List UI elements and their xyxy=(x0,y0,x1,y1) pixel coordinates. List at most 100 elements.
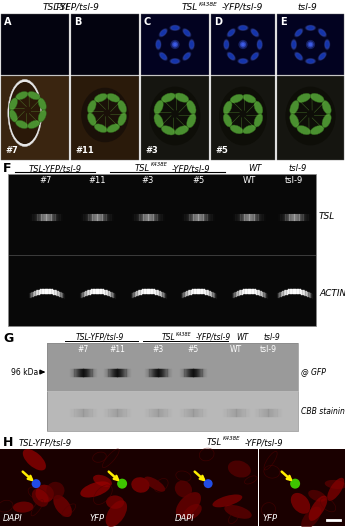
Bar xyxy=(8,174,316,326)
Ellipse shape xyxy=(238,25,248,31)
Text: TSL: TSL xyxy=(319,212,335,221)
Text: @ GFP: @ GFP xyxy=(301,367,326,376)
Text: WT: WT xyxy=(236,333,248,342)
Ellipse shape xyxy=(183,504,202,520)
Text: #5: #5 xyxy=(187,345,199,354)
Text: K438E: K438E xyxy=(151,162,168,168)
Ellipse shape xyxy=(184,54,189,59)
Ellipse shape xyxy=(327,478,344,501)
Circle shape xyxy=(32,479,41,488)
Bar xyxy=(259,449,345,526)
Ellipse shape xyxy=(161,126,175,135)
Ellipse shape xyxy=(149,86,200,145)
Ellipse shape xyxy=(318,28,327,37)
Ellipse shape xyxy=(159,52,168,61)
Ellipse shape xyxy=(223,39,229,50)
Circle shape xyxy=(172,42,178,47)
Ellipse shape xyxy=(182,28,191,37)
Ellipse shape xyxy=(160,30,167,36)
Ellipse shape xyxy=(106,500,127,527)
Ellipse shape xyxy=(159,29,167,37)
Ellipse shape xyxy=(325,41,329,48)
Circle shape xyxy=(170,40,180,49)
Ellipse shape xyxy=(118,100,127,113)
Circle shape xyxy=(241,43,245,46)
Ellipse shape xyxy=(184,53,190,60)
Text: D: D xyxy=(214,17,222,27)
Ellipse shape xyxy=(251,52,259,60)
Ellipse shape xyxy=(159,28,168,37)
Ellipse shape xyxy=(295,52,303,60)
Ellipse shape xyxy=(183,52,191,60)
Ellipse shape xyxy=(319,53,326,60)
Ellipse shape xyxy=(296,54,301,59)
Ellipse shape xyxy=(228,30,235,36)
Text: K438E: K438E xyxy=(199,3,218,7)
Ellipse shape xyxy=(28,120,40,129)
Ellipse shape xyxy=(23,449,46,471)
Ellipse shape xyxy=(322,114,331,128)
Ellipse shape xyxy=(250,52,259,61)
Ellipse shape xyxy=(224,505,252,519)
Ellipse shape xyxy=(254,114,263,127)
Ellipse shape xyxy=(290,101,299,114)
Text: TSL: TSL xyxy=(55,3,71,12)
Ellipse shape xyxy=(170,58,180,64)
Ellipse shape xyxy=(172,26,178,30)
Ellipse shape xyxy=(318,52,327,61)
Ellipse shape xyxy=(213,494,242,508)
Ellipse shape xyxy=(297,93,311,102)
Ellipse shape xyxy=(225,41,228,47)
Ellipse shape xyxy=(290,114,299,128)
Ellipse shape xyxy=(155,39,161,50)
Ellipse shape xyxy=(295,30,302,36)
Circle shape xyxy=(306,40,315,49)
Ellipse shape xyxy=(171,59,179,63)
Ellipse shape xyxy=(161,54,166,59)
Text: E: E xyxy=(280,17,287,27)
Ellipse shape xyxy=(228,461,251,477)
Ellipse shape xyxy=(183,29,191,37)
Text: #5: #5 xyxy=(215,146,228,155)
Ellipse shape xyxy=(324,39,331,50)
Ellipse shape xyxy=(229,30,234,35)
Ellipse shape xyxy=(285,86,336,145)
Circle shape xyxy=(117,479,127,489)
Text: #7: #7 xyxy=(77,345,89,354)
Text: WT: WT xyxy=(243,176,256,185)
Ellipse shape xyxy=(160,53,167,60)
Text: #3: #3 xyxy=(152,345,164,354)
Ellipse shape xyxy=(171,26,179,30)
Ellipse shape xyxy=(38,110,46,122)
Text: TSL-YFP/tsl-9: TSL-YFP/tsl-9 xyxy=(76,333,124,342)
Ellipse shape xyxy=(9,98,18,110)
Ellipse shape xyxy=(258,41,262,47)
Text: TSL-YFP/tsl-9: TSL-YFP/tsl-9 xyxy=(42,3,99,12)
Ellipse shape xyxy=(307,60,314,63)
Text: TSL: TSL xyxy=(182,3,198,12)
Ellipse shape xyxy=(93,475,112,487)
Bar xyxy=(47,391,298,431)
Ellipse shape xyxy=(16,92,28,100)
Ellipse shape xyxy=(189,40,194,50)
Ellipse shape xyxy=(252,30,257,35)
Ellipse shape xyxy=(190,41,194,47)
Bar xyxy=(71,76,139,160)
Bar xyxy=(211,76,275,160)
Text: YFP: YFP xyxy=(89,514,104,523)
Text: #3: #3 xyxy=(142,176,154,185)
Ellipse shape xyxy=(184,30,189,35)
Bar xyxy=(47,343,298,391)
Text: H: H xyxy=(3,436,13,449)
Circle shape xyxy=(309,43,312,46)
Text: 96 kDa: 96 kDa xyxy=(11,367,38,376)
Ellipse shape xyxy=(252,53,258,60)
Ellipse shape xyxy=(227,28,236,37)
Ellipse shape xyxy=(310,93,324,102)
Text: TSL: TSL xyxy=(207,438,222,447)
Bar xyxy=(47,343,298,431)
Text: #5: #5 xyxy=(192,176,204,185)
Ellipse shape xyxy=(161,93,175,102)
Ellipse shape xyxy=(318,29,326,37)
Ellipse shape xyxy=(306,25,315,31)
